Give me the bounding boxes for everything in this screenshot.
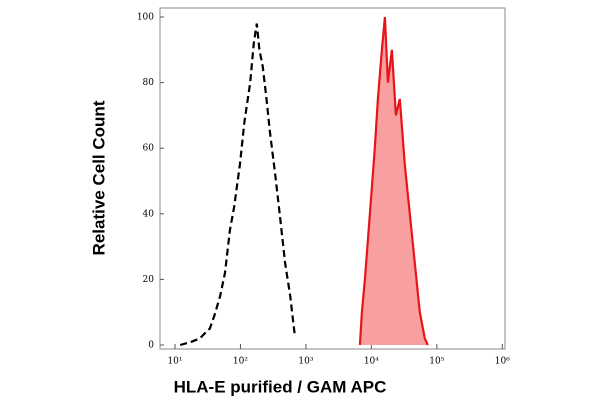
y-tick-label: 0 — [148, 341, 154, 351]
plot-frame — [159, 7, 506, 350]
x-tick-label: 10² — [233, 357, 248, 367]
x-axis-label: HLA-E purified / GAM APC — [174, 377, 387, 396]
y-tick-label: 60 — [143, 144, 155, 154]
y-tick-label: 40 — [143, 209, 155, 219]
x-tick-label: 10⁵ — [429, 357, 444, 367]
y-tick-label: 100 — [137, 13, 154, 23]
histogram-line — [358, 16, 429, 346]
x-tick-label: 10⁴ — [364, 357, 379, 367]
histogram-line — [179, 23, 296, 347]
y-tick-label: 80 — [143, 78, 155, 88]
x-tick-label: 10⁶ — [495, 357, 510, 367]
y-tick-label: 20 — [143, 275, 155, 285]
y-axis-label: Relative Cell Count — [89, 100, 108, 255]
histogram-area — [359, 17, 428, 345]
x-tick-label: 10¹ — [167, 357, 182, 367]
x-tick-label: 10³ — [298, 357, 313, 367]
